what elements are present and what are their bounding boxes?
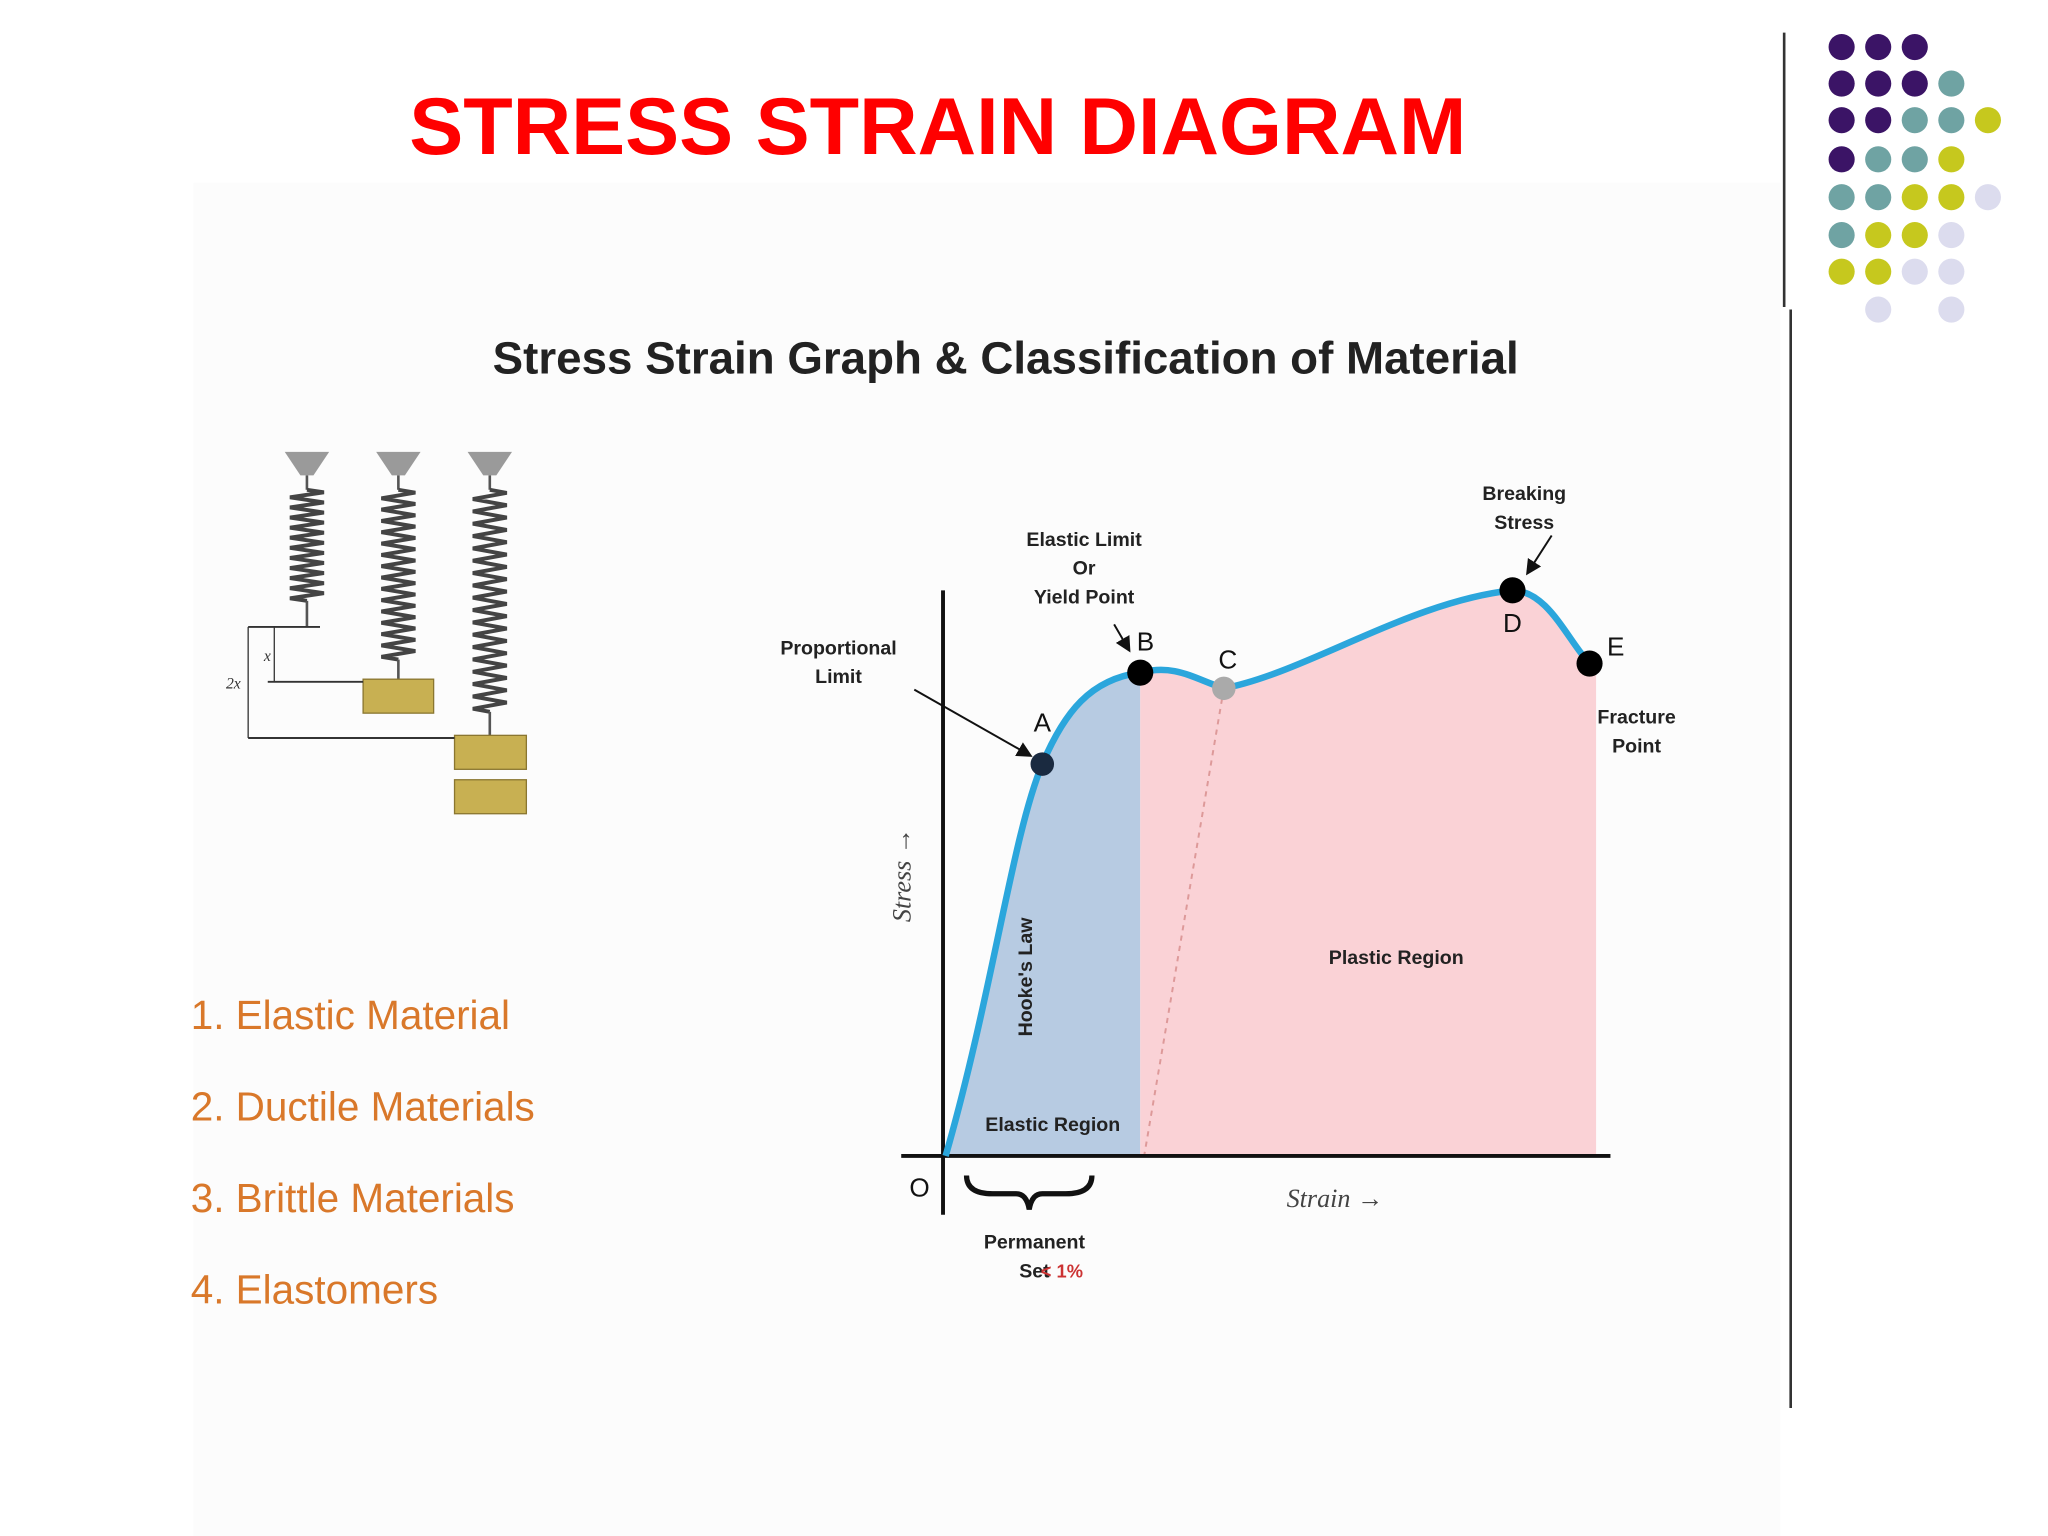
dot (1938, 70, 1965, 97)
spring-label: x (263, 648, 271, 665)
proportional-limit-label: Proportional (780, 637, 896, 659)
dot (1901, 33, 1928, 61)
dot (1901, 146, 1928, 173)
arrow (1113, 623, 1131, 653)
elastic-region (945, 672, 1141, 1156)
figure-subtitle: Stress Strain Graph & Classification of … (493, 333, 1519, 384)
material-item: 3. Brittle Materials (191, 1175, 515, 1221)
dot (1828, 107, 1855, 134)
decor-dots (1828, 33, 2001, 323)
elastic-region-label: Elastic Region (985, 1114, 1120, 1136)
spring (472, 487, 508, 714)
hookes-law-label: Hooke's Law (1015, 917, 1037, 1037)
spring (381, 487, 416, 662)
spring-mount (284, 451, 330, 476)
dot (1901, 222, 1928, 249)
point (1499, 577, 1526, 604)
dot (1974, 107, 2001, 134)
springs-illustration (247, 451, 528, 815)
point-label: D (1503, 608, 1522, 638)
dot (1865, 107, 1892, 134)
dot (1865, 70, 1892, 97)
arrow (913, 688, 1033, 757)
fracture-point-label: Fracture (1597, 707, 1675, 729)
point-label: E (1607, 632, 1624, 662)
point (1030, 752, 1055, 776)
dot (1901, 258, 1928, 285)
dot (1938, 258, 1965, 285)
fracture-point-label: Point (1612, 735, 1661, 757)
breaking-stress-label: Breaking (1482, 483, 1566, 505)
dot (1828, 70, 1855, 97)
dot (1938, 296, 1965, 323)
dot (1865, 258, 1892, 285)
point-label: C (1218, 645, 1237, 675)
dot (1828, 222, 1855, 249)
material-item: 2. Ductile Materials (191, 1084, 535, 1130)
point (1212, 676, 1236, 701)
materials-list: 1. Elastic Material 2. Ductile Materials 3… (191, 992, 535, 1312)
slide-title: STRESS STRAIN DIAGRAM (409, 82, 1466, 172)
elastic-limit-label: Yield Point (1034, 586, 1135, 608)
dot (1938, 222, 1965, 249)
proportional-limit-label: Limit (815, 666, 862, 688)
dot (1901, 184, 1928, 211)
weight (453, 734, 528, 770)
material-item: 4. Elastomers (191, 1267, 438, 1313)
dot (1938, 184, 1965, 211)
permanent-set-label: Permanent (984, 1232, 1086, 1254)
dot (1828, 33, 1855, 61)
permanent-set-label: Set (1019, 1260, 1050, 1282)
dot (1901, 70, 1928, 97)
dot (1938, 146, 1965, 173)
dot (1901, 107, 1928, 134)
spring-mount (376, 451, 421, 476)
material-item: 1. Elastic Material (191, 992, 510, 1038)
dot (1865, 222, 1892, 249)
annotations: Proportional Limit Elastic Limit Or Yield Po… (780, 483, 1676, 1282)
dot (1828, 184, 1855, 211)
weight (362, 678, 435, 714)
weight (453, 779, 528, 815)
dot (1828, 146, 1855, 173)
point-label: B (1137, 626, 1154, 656)
dot (1865, 146, 1892, 173)
y-axis-label: Stress → (887, 828, 916, 922)
breaking-stress-label: Stress (1494, 512, 1554, 534)
elastic-limit-label: Or (1073, 558, 1096, 580)
dot (1865, 296, 1892, 323)
plastic-region (1140, 590, 1597, 1156)
spring-mount (467, 451, 512, 476)
dot (1828, 258, 1855, 285)
origin-label: O (909, 1172, 929, 1202)
spring-label: 2x (226, 675, 241, 692)
plastic-region-label: Plastic Region (1329, 947, 1464, 969)
dot (1974, 184, 2001, 211)
x-axis-label: Strain → (1287, 1184, 1383, 1213)
elastic-limit-label: Elastic Limit (1026, 529, 1142, 551)
dot (1938, 107, 1965, 134)
point (1127, 659, 1154, 686)
permanent-set-value: < 1% (1041, 1260, 1083, 1281)
brace (963, 1175, 1095, 1210)
arrow (1526, 534, 1553, 576)
spring (289, 487, 325, 603)
dot (1865, 33, 1892, 61)
point (1576, 650, 1603, 677)
dot (1865, 184, 1892, 211)
point-label: A (1034, 707, 1052, 737)
